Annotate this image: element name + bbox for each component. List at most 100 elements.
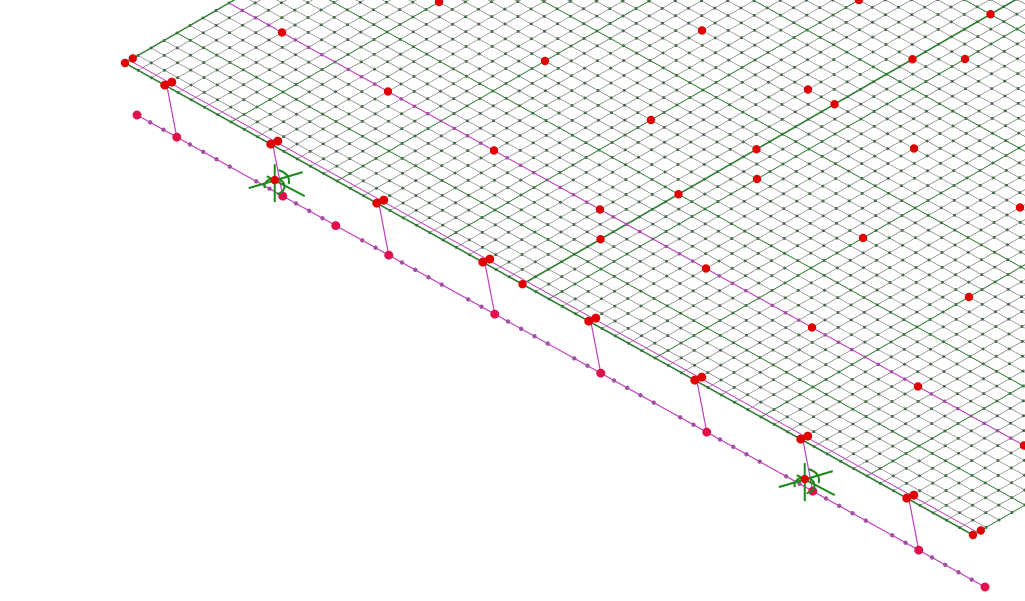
mesh-node xyxy=(759,400,763,404)
mesh-node xyxy=(254,31,258,35)
structural-node[interactable] xyxy=(277,28,287,37)
mesh-node xyxy=(996,459,1000,462)
mesh-node xyxy=(878,437,881,441)
mesh-node xyxy=(860,191,864,195)
mesh-node xyxy=(650,163,654,167)
structural-node[interactable] xyxy=(160,80,170,90)
structural-node[interactable] xyxy=(120,58,130,68)
structural-node[interactable] xyxy=(266,139,276,149)
mesh-node xyxy=(865,459,869,463)
structural-node[interactable] xyxy=(902,493,912,503)
structural-node[interactable] xyxy=(909,490,919,500)
beam-node[interactable] xyxy=(596,368,606,378)
structural-node[interactable] xyxy=(518,280,527,289)
structural-node[interactable] xyxy=(646,115,656,125)
structural-node[interactable] xyxy=(697,372,707,382)
support-node[interactable] xyxy=(800,474,809,484)
beam-node[interactable] xyxy=(490,309,500,319)
structural-node[interactable] xyxy=(964,292,974,302)
mesh-node xyxy=(780,103,784,106)
beam-node xyxy=(929,555,935,560)
beam-node xyxy=(849,347,854,352)
structural-node[interactable] xyxy=(986,10,995,19)
mesh-node xyxy=(979,228,983,232)
structural-node[interactable] xyxy=(752,174,762,184)
support-rotation xyxy=(263,177,286,196)
beam-node xyxy=(306,45,311,50)
mesh-node xyxy=(347,112,351,116)
structural-node[interactable] xyxy=(591,313,601,323)
beam-node[interactable] xyxy=(914,545,924,555)
structural-node[interactable] xyxy=(584,316,594,326)
support-node[interactable] xyxy=(270,175,279,185)
mesh-node xyxy=(848,214,851,218)
beam-node[interactable] xyxy=(331,221,341,231)
mesh-node xyxy=(990,72,993,76)
structural-node[interactable] xyxy=(803,431,813,441)
structural-node[interactable] xyxy=(379,195,389,205)
structural-node[interactable] xyxy=(701,264,711,273)
structural-node[interactable] xyxy=(976,526,985,535)
mesh-node xyxy=(758,326,761,330)
structural-node[interactable] xyxy=(908,55,917,64)
structural-node[interactable] xyxy=(803,85,813,94)
structural-node[interactable] xyxy=(1019,441,1025,450)
structural-nodes[interactable] xyxy=(120,0,1025,592)
structural-node[interactable] xyxy=(478,257,488,267)
structural-node[interactable] xyxy=(372,198,382,208)
structural-node[interactable] xyxy=(273,136,283,146)
structural-node[interactable] xyxy=(596,235,605,244)
beam-node[interactable] xyxy=(132,110,142,120)
structural-node[interactable] xyxy=(690,375,700,385)
support-icon[interactable] xyxy=(248,164,306,203)
mesh-line xyxy=(403,0,782,219)
mesh-node xyxy=(701,58,704,62)
structural-node[interactable] xyxy=(489,146,499,155)
structural-node[interactable] xyxy=(968,530,978,540)
beam-node[interactable] xyxy=(384,250,394,260)
structural-node[interactable] xyxy=(854,0,864,5)
beam-node[interactable] xyxy=(980,582,990,592)
structural-node[interactable] xyxy=(807,323,817,332)
mesh-node xyxy=(784,355,788,359)
mesh-node xyxy=(832,58,836,62)
beam-node xyxy=(625,385,630,391)
beam-node[interactable] xyxy=(702,427,712,437)
structural-node[interactable] xyxy=(383,87,393,96)
mesh-node xyxy=(559,230,563,234)
mesh-node xyxy=(878,452,882,456)
structural-node[interactable] xyxy=(913,382,923,391)
mesh-node xyxy=(704,252,708,256)
structural-node[interactable] xyxy=(540,56,550,66)
beam-node[interactable] xyxy=(172,132,182,142)
structural-node[interactable] xyxy=(128,54,137,63)
mesh-node xyxy=(437,15,441,19)
mesh-node xyxy=(228,31,231,35)
mesh-node xyxy=(438,45,442,49)
structural-node[interactable] xyxy=(595,205,605,214)
mesh-node xyxy=(676,148,680,152)
mesh-line xyxy=(302,0,1025,403)
structural-node[interactable] xyxy=(796,434,806,444)
structural-node[interactable] xyxy=(485,254,495,264)
structural-node[interactable] xyxy=(1015,203,1025,212)
structural-node[interactable] xyxy=(167,77,177,87)
structural-node[interactable] xyxy=(752,145,761,154)
structural-node[interactable] xyxy=(674,190,683,199)
mesh-node xyxy=(846,110,850,114)
mesh-node xyxy=(779,28,783,32)
structural-node[interactable] xyxy=(858,233,868,243)
structural-node[interactable] xyxy=(960,54,970,64)
mesh-node xyxy=(506,186,510,190)
mesh-node xyxy=(903,362,906,366)
structural-node[interactable] xyxy=(697,26,707,35)
support-icon[interactable] xyxy=(778,463,836,502)
supports[interactable] xyxy=(248,164,836,502)
structural-node[interactable] xyxy=(909,144,919,153)
mesh-node xyxy=(634,21,638,25)
structural-node[interactable] xyxy=(434,0,444,7)
structural-node[interactable] xyxy=(830,100,839,109)
beam-node xyxy=(717,437,723,442)
